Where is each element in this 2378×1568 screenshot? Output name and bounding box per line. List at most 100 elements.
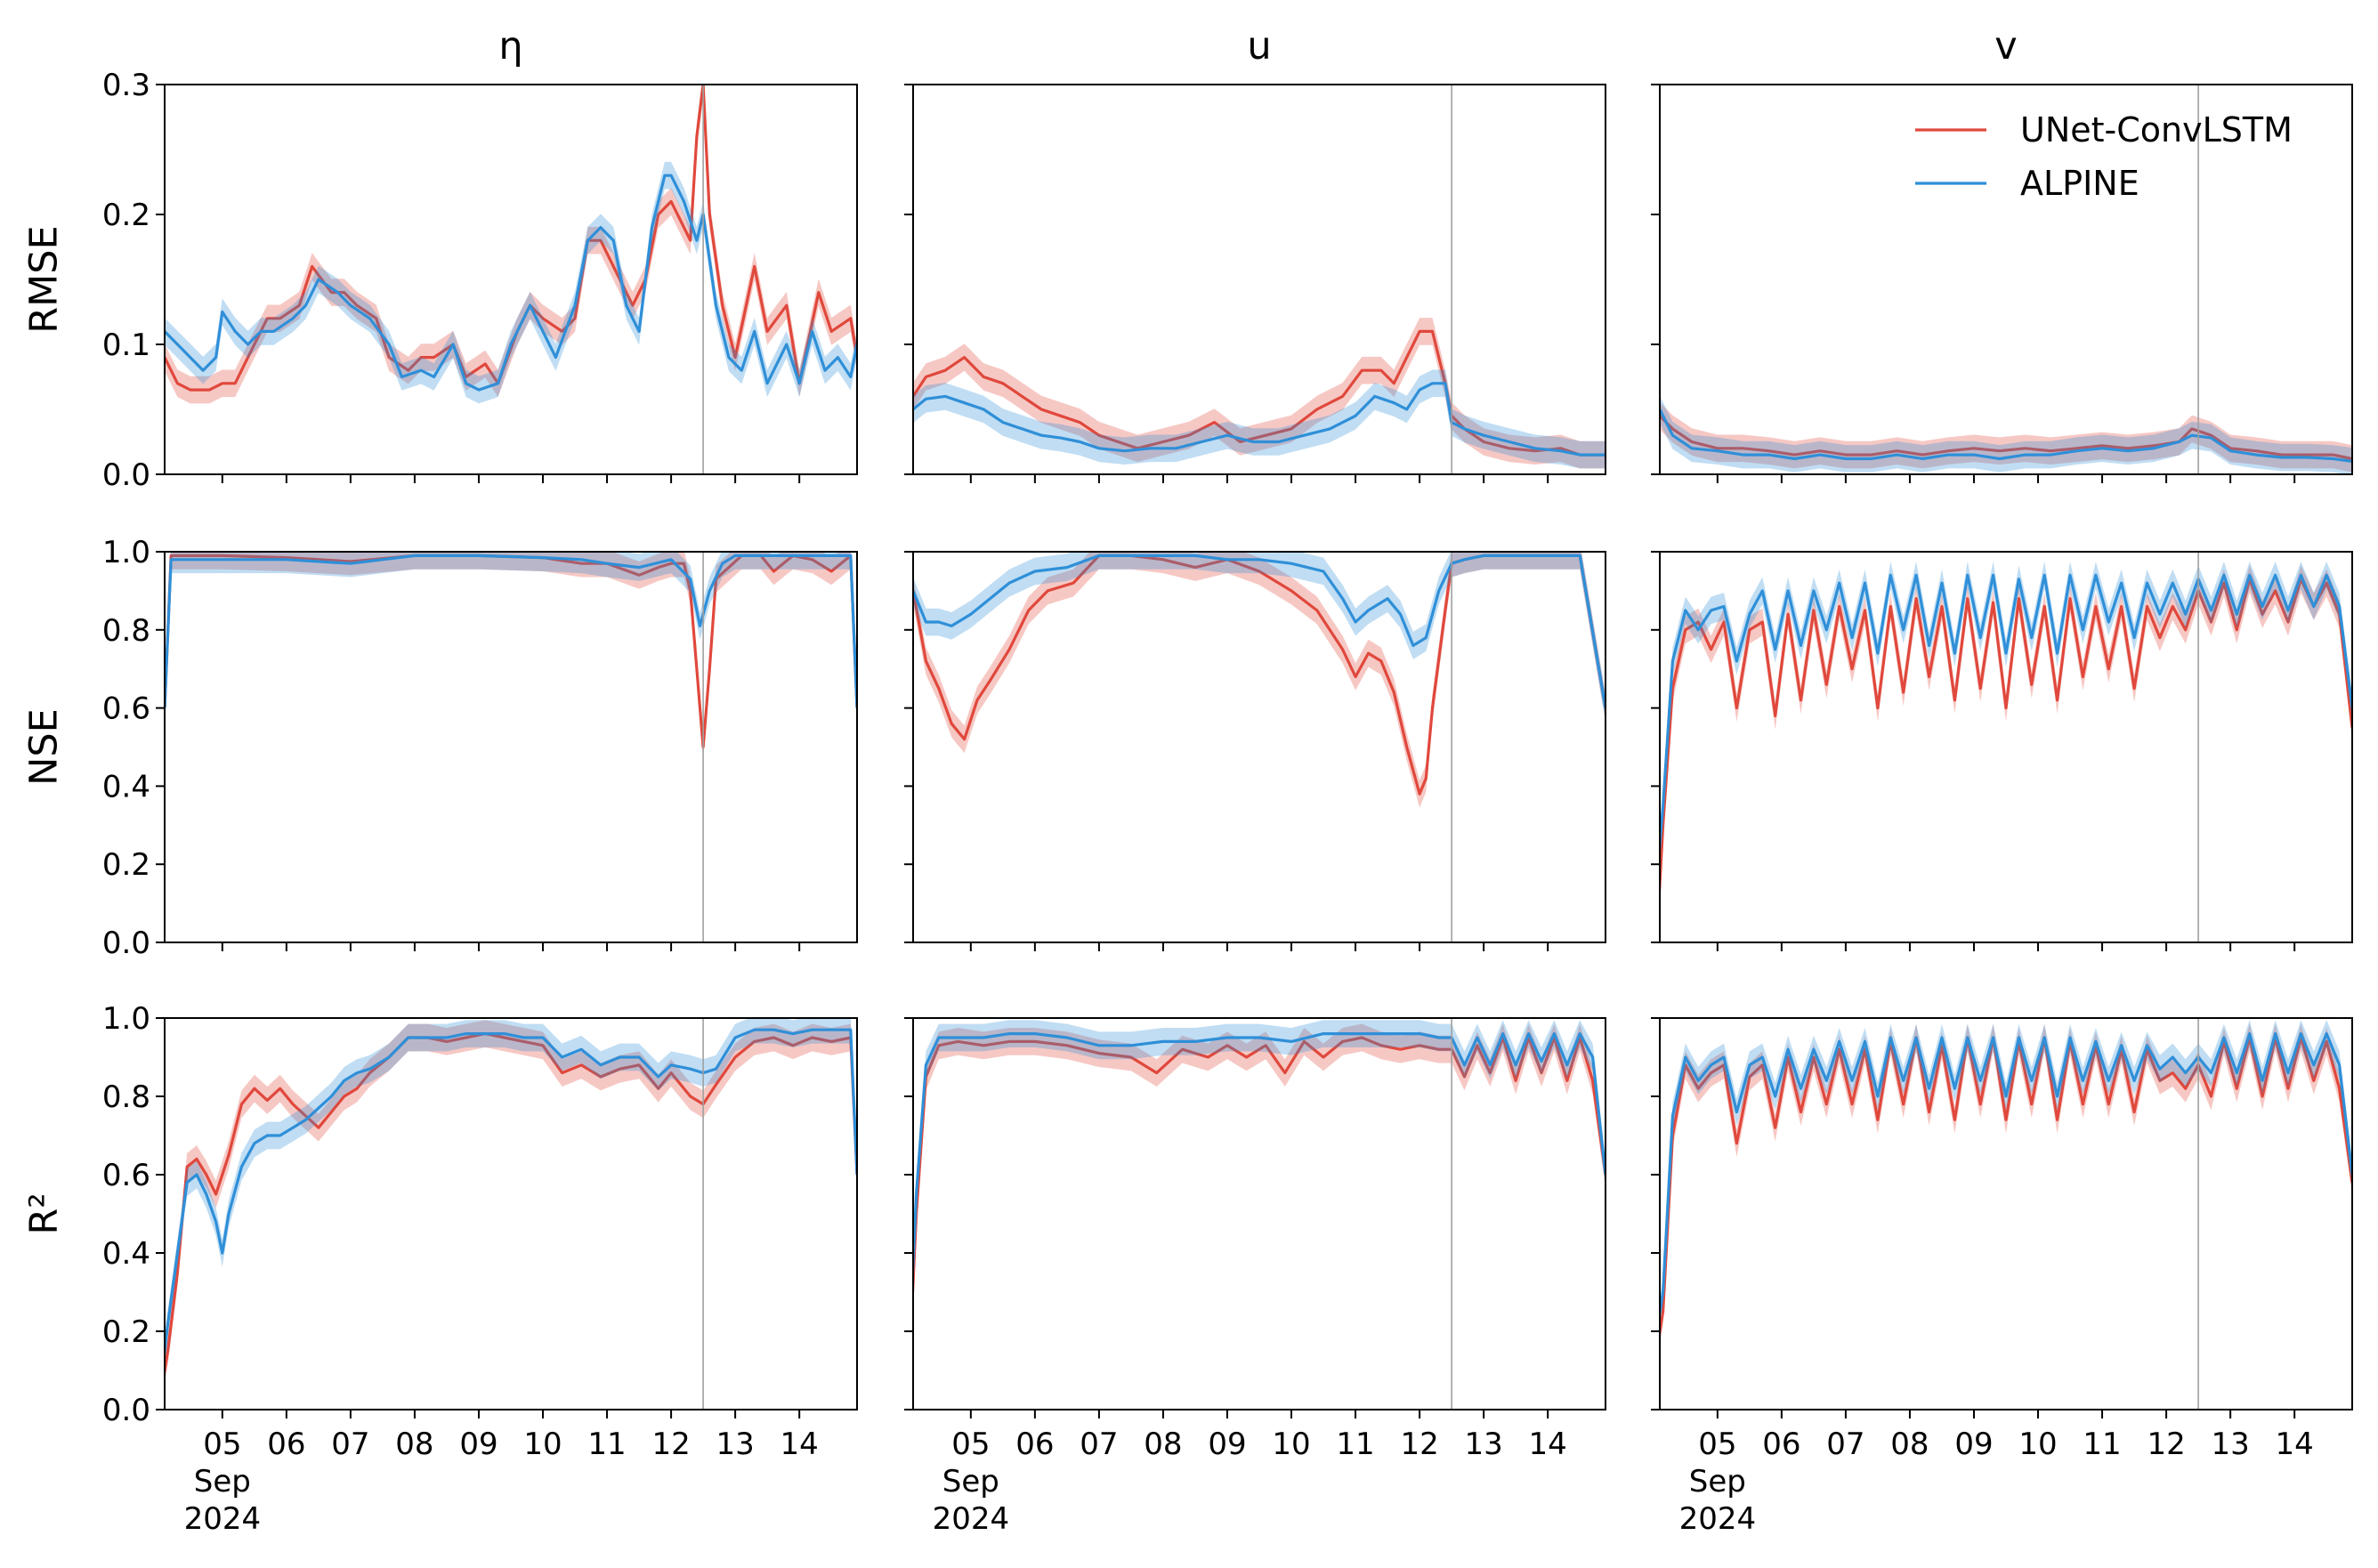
column-title: v xyxy=(1994,24,2017,69)
y-tick-label: 0.3 xyxy=(102,68,150,103)
x-tick-label: 08 xyxy=(395,1427,433,1462)
x-tick-label: 09 xyxy=(1954,1427,1993,1462)
line-nse-v-unet-convlstm xyxy=(1660,578,2352,910)
x-tick-label: 07 xyxy=(1826,1427,1864,1462)
line-rmse-eta-alpine xyxy=(165,174,857,392)
x-tick-label: 14 xyxy=(1529,1427,1567,1462)
x-tick-label: 05 xyxy=(951,1427,990,1462)
band-rmse-u-unet-convlstm xyxy=(913,318,1606,469)
x-month-label: Sep xyxy=(194,1464,251,1499)
y-tick-label: 0.6 xyxy=(102,1158,150,1193)
x-tick-label: 08 xyxy=(1144,1427,1182,1462)
axes-frame-rmse-v xyxy=(1659,84,2353,475)
y-tick-label: 0.1 xyxy=(102,327,150,363)
x-tick-label: 06 xyxy=(1762,1427,1800,1462)
y-tick-label: 0.4 xyxy=(102,1236,150,1272)
y-tick-label: 0.2 xyxy=(102,847,150,883)
axes-frame-nse-v xyxy=(1659,551,2353,943)
band-rmse-eta-unet-convlstm xyxy=(165,85,857,404)
band-r2-u-alpine xyxy=(913,1020,1606,1277)
band-rmse-v-alpine xyxy=(1660,395,2352,474)
x-tick-label: 06 xyxy=(267,1427,305,1462)
y-tick-label: 0.8 xyxy=(102,613,150,649)
band-r2-eta-alpine xyxy=(165,1018,857,1365)
row-label: RMSE xyxy=(22,225,67,333)
line-r2-v-unet-convlstm xyxy=(1660,1036,2352,1340)
y-tick-label: 1.0 xyxy=(102,1001,150,1037)
x-tick-label: 14 xyxy=(781,1427,819,1462)
x-tick-label: 08 xyxy=(1890,1427,1929,1462)
line-nse-u-alpine xyxy=(913,554,1606,708)
band-r2-u-unet-convlstm xyxy=(913,1023,1606,1297)
x-tick-label: 10 xyxy=(1272,1427,1310,1462)
x-tick-label: 13 xyxy=(716,1427,754,1462)
x-tick-label: 14 xyxy=(2276,1427,2314,1462)
axes-frame-rmse-eta xyxy=(164,84,858,475)
x-tick-label: 13 xyxy=(2211,1427,2249,1462)
line-rmse-u-alpine xyxy=(913,382,1606,457)
x-tick-label: 11 xyxy=(587,1427,626,1462)
row-label: NSE xyxy=(22,708,67,786)
band-r2-v-unet-convlstm xyxy=(1660,1023,2352,1346)
line-r2-u-unet-convlstm xyxy=(913,1036,1606,1313)
row-label: R² xyxy=(22,1192,67,1234)
x-tick-label: 12 xyxy=(651,1427,690,1462)
line-rmse-v-unet-convlstm xyxy=(1660,415,2352,461)
x-tick-label: 09 xyxy=(459,1427,497,1462)
line-r2-eta-alpine xyxy=(165,1028,857,1363)
axes-frame-rmse-u xyxy=(912,84,1606,475)
band-rmse-eta-alpine xyxy=(165,161,857,404)
y-tick-label: 1.0 xyxy=(102,535,150,570)
line-r2-v-alpine xyxy=(1660,1031,2352,1321)
x-year-label: 2024 xyxy=(184,1501,262,1537)
x-tick-label: 12 xyxy=(1400,1427,1438,1462)
y-tick-label: 0.0 xyxy=(102,925,150,961)
x-year-label: 2024 xyxy=(933,1501,1010,1537)
axes-frame-nse-eta xyxy=(164,551,858,943)
y-tick-label: 0.6 xyxy=(102,691,150,727)
x-month-label: Sep xyxy=(942,1464,999,1499)
axes-frame-r2-eta xyxy=(164,1017,858,1410)
line-rmse-v-alpine xyxy=(1660,408,2352,463)
y-tick-label: 0.0 xyxy=(102,457,150,493)
line-r2-u-alpine xyxy=(913,1031,1606,1294)
x-tick-label: 07 xyxy=(1080,1427,1118,1462)
band-nse-eta-alpine xyxy=(165,552,857,722)
y-tick-label: 0.0 xyxy=(102,1393,150,1428)
x-tick-label: 09 xyxy=(1208,1427,1246,1462)
legend-label-alpine: ALPINE xyxy=(2020,164,2139,203)
x-tick-label: 06 xyxy=(1015,1427,1054,1462)
x-year-label: 2024 xyxy=(1679,1501,1757,1537)
x-tick-label: 10 xyxy=(523,1427,562,1462)
band-nse-v-alpine xyxy=(1660,562,2352,859)
band-r2-eta-unet-convlstm xyxy=(165,1020,857,1385)
column-title: η xyxy=(498,24,522,69)
band-nse-u-alpine xyxy=(913,552,1606,722)
x-tick-label: 13 xyxy=(1464,1427,1502,1462)
x-month-label: Sep xyxy=(1689,1464,1746,1499)
x-tick-label: 05 xyxy=(203,1427,241,1462)
column-title: u xyxy=(1247,24,1271,69)
y-tick-label: 0.2 xyxy=(102,1314,150,1350)
x-tick-label: 07 xyxy=(331,1427,369,1462)
y-tick-label: 0.4 xyxy=(102,769,150,804)
y-tick-label: 0.2 xyxy=(102,198,150,233)
band-rmse-v-unet-convlstm xyxy=(1660,402,2352,473)
line-r2-eta-unet-convlstm xyxy=(165,1031,857,1379)
line-nse-eta-alpine xyxy=(165,554,857,708)
line-nse-eta-unet-convlstm xyxy=(165,554,857,749)
y-tick-label: 0.8 xyxy=(102,1079,150,1115)
band-r2-v-alpine xyxy=(1660,1020,2352,1326)
axes-frame-nse-u xyxy=(912,551,1606,943)
x-tick-label: 11 xyxy=(2083,1427,2121,1462)
x-tick-label: 12 xyxy=(2147,1427,2185,1462)
x-tick-label: 05 xyxy=(1698,1427,1736,1462)
axes-frame-r2-u xyxy=(912,1017,1606,1410)
legend-label-unet-convlstm: UNet-ConvLSTM xyxy=(2020,110,2293,150)
band-nse-eta-unet-convlstm xyxy=(165,552,857,761)
line-nse-v-alpine xyxy=(1660,573,2352,862)
x-tick-label: 10 xyxy=(2018,1427,2057,1462)
axes-frame-r2-v xyxy=(1659,1017,2353,1410)
x-tick-label: 11 xyxy=(1336,1427,1374,1462)
